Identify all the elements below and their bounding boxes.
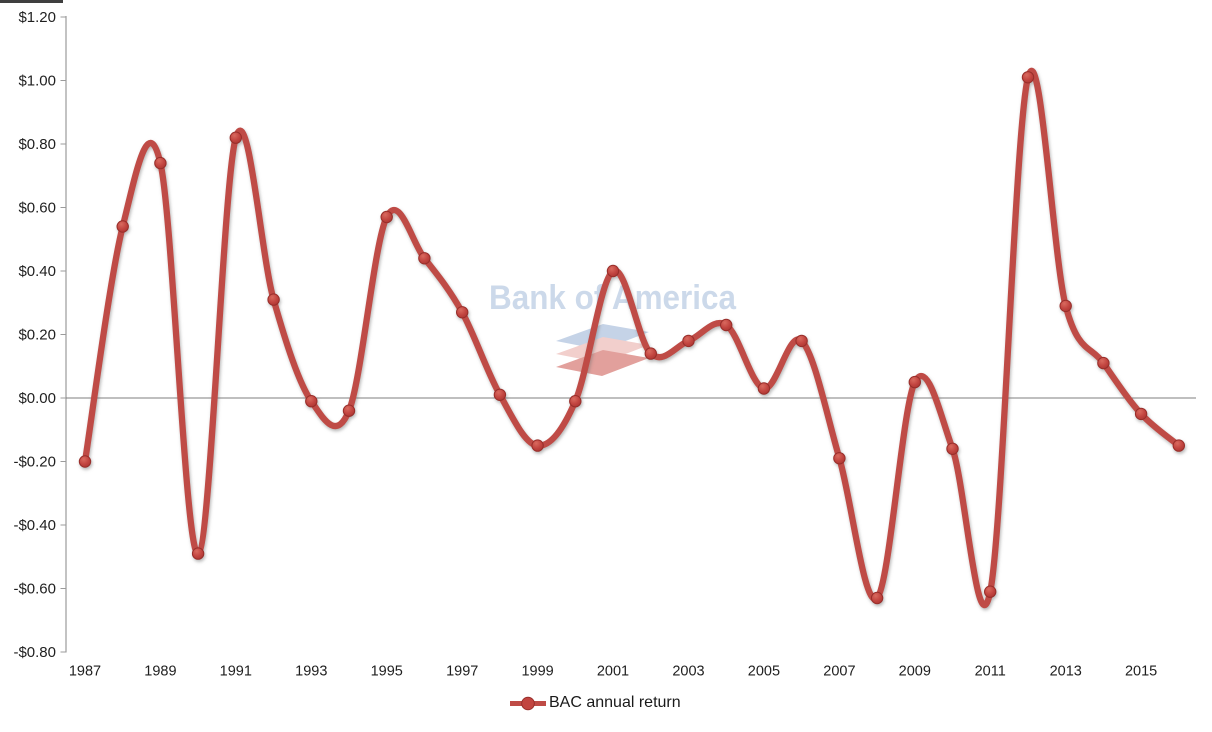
y-axis-tick-label: $0.00: [18, 390, 56, 407]
data-point-marker-2004: [720, 318, 733, 332]
data-point-marker-2013: [1059, 299, 1072, 313]
x-axis-tick-label: 1997: [446, 664, 478, 680]
data-point-marker-1996: [418, 252, 431, 265]
x-axis-tick-label: 2005: [748, 664, 780, 680]
data-point-marker-2006: [795, 334, 808, 348]
window-edge-artifact: [0, 0, 63, 3]
y-axis-tick-label: $0.80: [18, 136, 56, 153]
data-point-marker-1997: [456, 306, 469, 319]
data-point-marker-1995: [380, 210, 393, 224]
data-point-marker-2009: [908, 375, 921, 389]
legend-label: BAC annual return: [549, 694, 681, 711]
data-point-marker-2007: [833, 452, 846, 465]
y-axis-tick-label: -$0.20: [13, 454, 56, 471]
y-axis-tick-label: $1.20: [18, 9, 56, 26]
data-point-marker-1993: [305, 395, 318, 408]
series-bac-annual-return: [78, 67, 1186, 608]
x-axis-tick-label: 2003: [672, 664, 704, 680]
legend-line-marker-icon: [510, 696, 546, 710]
data-point-marker-2002: [644, 347, 657, 360]
data-point-marker-2015: [1134, 407, 1148, 421]
data-point-marker-1987: [78, 455, 92, 468]
data-point-marker-2014: [1097, 356, 1110, 370]
data-point-marker-2000: [569, 395, 582, 408]
data-point-marker-2005: [757, 382, 771, 395]
watermark: Bank of America: [489, 279, 737, 376]
watermark-text: Bank of America: [489, 279, 737, 317]
data-point-marker-2011: [984, 585, 997, 598]
data-point-marker-1988: [116, 220, 129, 233]
y-axis-tick-label: -$0.40: [13, 517, 56, 534]
data-point-marker-1994: [342, 404, 356, 417]
x-axis-tick-label: 1989: [144, 664, 176, 680]
data-point-marker-2008: [870, 591, 884, 605]
x-axis-tick-label: 1991: [220, 664, 252, 680]
x-axis-tick-label: 1995: [371, 664, 403, 680]
data-point-marker-1992: [267, 293, 280, 306]
y-axis-tick-label: -$0.60: [13, 581, 56, 598]
y-axis-tick-label: $0.60: [18, 200, 56, 217]
x-axis-tick-label: 2009: [899, 664, 931, 680]
data-point-marker-2010: [946, 442, 959, 455]
x-axis-tick-label: 1993: [295, 664, 327, 680]
x-axis-tick-label: 2013: [1050, 664, 1082, 680]
data-point-marker-1999: [531, 439, 544, 452]
data-point-marker-1991: [229, 131, 243, 144]
data-point-marker-1989: [154, 156, 167, 170]
data-point-marker-2003: [682, 334, 695, 348]
x-axis-tick-label: 2001: [597, 664, 629, 680]
x-axis-tick-label: 1987: [69, 664, 101, 680]
data-point-marker-1998: [493, 388, 507, 401]
x-axis-tick-label: 1999: [521, 664, 553, 680]
bank-of-america-flag-icon: [556, 324, 649, 350]
data-point-marker-2001: [606, 264, 620, 278]
y-axis-tick-label: -$0.80: [13, 644, 56, 661]
y-axis-tick-label: $0.40: [18, 263, 56, 280]
legend: BAC annual return: [509, 694, 681, 712]
data-point-marker-2016: [1172, 439, 1186, 452]
bank-of-america-flag-icon: [556, 350, 649, 376]
y-axis-tick-label: $0.20: [18, 327, 56, 344]
data-point-marker-2012: [1021, 71, 1035, 84]
y-axis-tick-label: $1.00: [18, 73, 56, 90]
x-axis-tick-label: 2015: [1125, 664, 1157, 680]
bac-annual-return-chart: $1.20 $1.00 $0.80 $0.60 $0.40 $0.20 $0.00 -$0.2…: [13, 9, 1196, 680]
x-axis-tick-label: 2007: [823, 664, 855, 680]
bank-of-america-flag-icon: [556, 337, 649, 363]
data-point-marker-1990: [191, 547, 205, 560]
x-axis-tick-label: 2011: [975, 664, 1006, 680]
